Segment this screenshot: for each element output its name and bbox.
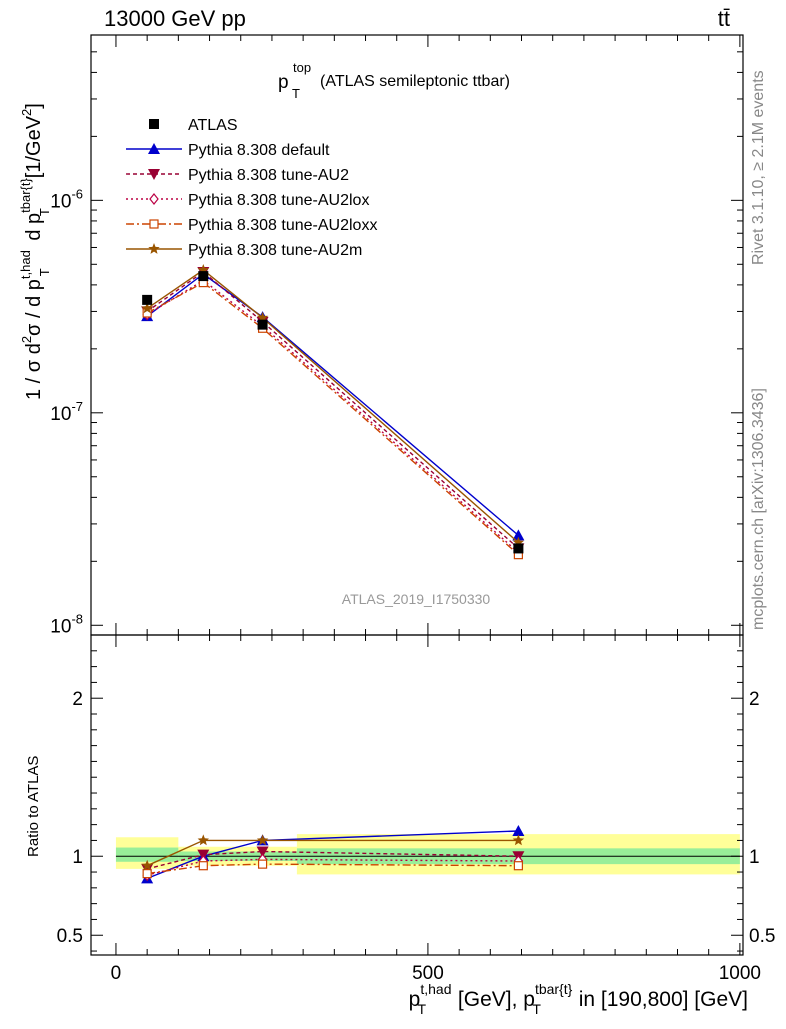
- legend-marker: [149, 219, 159, 229]
- legend-marker: [149, 193, 159, 205]
- ratio-series-point: [256, 846, 269, 858]
- data-point: [198, 271, 209, 282]
- mcplots-label: mcplots.cern.ch [arXiv:1306.3436]: [750, 388, 767, 630]
- ratio-y-tick-label-right: 0.5: [749, 926, 775, 947]
- legend-marker: [148, 169, 160, 180]
- ratio-series-line: [147, 863, 519, 875]
- series-point: [141, 302, 153, 314]
- ratio-series-point: [198, 861, 208, 871]
- legend-marker: [148, 243, 160, 254]
- data-point: [142, 294, 153, 305]
- data-point: [513, 543, 524, 554]
- y-tick-label: 10-8: [50, 611, 83, 637]
- process-label: tt̄: [718, 6, 730, 31]
- y-tick-label: 10-7: [50, 399, 83, 425]
- ratio-plot-panel: 0.5 0.5 1 1 2 2 0 500 1000: [57, 634, 775, 984]
- ratio-y-tick-label: 1: [72, 847, 83, 868]
- legend-label: Pythia 8.308 tune-AU2lox: [188, 192, 369, 209]
- series-point: [256, 311, 269, 323]
- ratio-series-point: [141, 859, 153, 871]
- ratio-series-line: [147, 850, 519, 870]
- y-axis-label: 1 / σ d2σ / d pt,had T d ptbar{t} T[1/GeV2…: [18, 103, 52, 400]
- x-axis-label: pt,had T [GeV], ptbar{t} T in [190,800] [G…: [409, 981, 748, 1017]
- ratio-y-tick-label-right: 1: [749, 847, 760, 868]
- ratio-series-line: [146, 839, 519, 867]
- ratio-y-tick-label-right: 2: [749, 689, 760, 710]
- x-tick-label: 1000: [719, 963, 761, 984]
- ratio-series-point: [512, 824, 525, 836]
- series-line: [146, 279, 519, 554]
- legend-label: Pythia 8.308 tune-AU2m: [188, 242, 362, 259]
- series-line: [146, 281, 519, 556]
- data-point: [257, 319, 268, 330]
- legend-marker: [148, 143, 160, 154]
- ratio-series-point: [257, 859, 268, 869]
- legend-label: Pythia 8.308 tune-AU2: [188, 167, 349, 184]
- ratio-y-axis-label: Ratio to ATLAS: [25, 756, 42, 857]
- series-line: [146, 271, 519, 549]
- ratio-series-line: [147, 858, 519, 876]
- ratio-series-point: [197, 834, 209, 846]
- plot-title: p top T (ATLAS semileptonic ttbar): [278, 60, 510, 101]
- analysis-watermark: ATLAS_2019_I1750330: [342, 591, 491, 607]
- series-point: [197, 264, 209, 275]
- legend-label: ATLAS: [188, 117, 238, 134]
- series-point: [512, 529, 525, 541]
- ratio-series-point: [142, 869, 152, 879]
- ratio-plot-frame: [90, 634, 744, 956]
- series-line: [146, 269, 519, 544]
- y-tick-label: 10-6: [50, 186, 83, 212]
- ratio-series-point: [256, 834, 269, 846]
- rivet-label: Rivet 3.1.10, ≥ 2.1M events: [750, 70, 767, 265]
- x-tick-label: 0: [111, 963, 122, 984]
- plot-title-rest: (ATLAS semileptonic ttbar): [320, 73, 510, 90]
- legend: ATLAS Pythia 8.308 default Pythia 8.308 tu…: [126, 117, 377, 259]
- legend-label: Pythia 8.308 default: [188, 142, 330, 159]
- plot-title-main: p: [278, 72, 289, 93]
- x-tick-label: 500: [412, 963, 444, 984]
- plot-title-sub: T: [292, 86, 300, 101]
- series-line: [146, 273, 519, 536]
- legend-label: Pythia 8.308 tune-AU2loxx: [188, 217, 377, 234]
- ratio-y-tick-label: 2: [72, 689, 83, 710]
- ratio-series-point: [512, 834, 525, 846]
- ratio-y-tick-label: 0.5: [57, 926, 83, 947]
- ratio-series-point: [513, 861, 523, 871]
- energy-label: 13000 GeV pp: [104, 6, 246, 31]
- legend-marker: [149, 119, 159, 129]
- ratio-band-green: [115, 847, 179, 862]
- ratio-series-line: [146, 830, 519, 880]
- plot-title-sup: top: [293, 60, 311, 75]
- series-point: [512, 536, 525, 548]
